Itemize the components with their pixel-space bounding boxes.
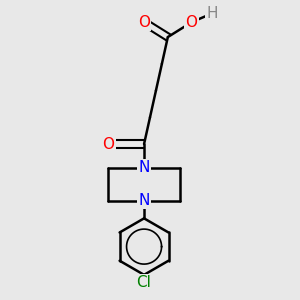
Text: O: O <box>138 15 150 30</box>
Text: N: N <box>138 193 150 208</box>
Text: N: N <box>138 160 150 175</box>
Text: O: O <box>102 136 114 152</box>
Text: H: H <box>207 6 218 21</box>
Text: O: O <box>186 15 198 30</box>
Text: Cl: Cl <box>136 275 152 290</box>
